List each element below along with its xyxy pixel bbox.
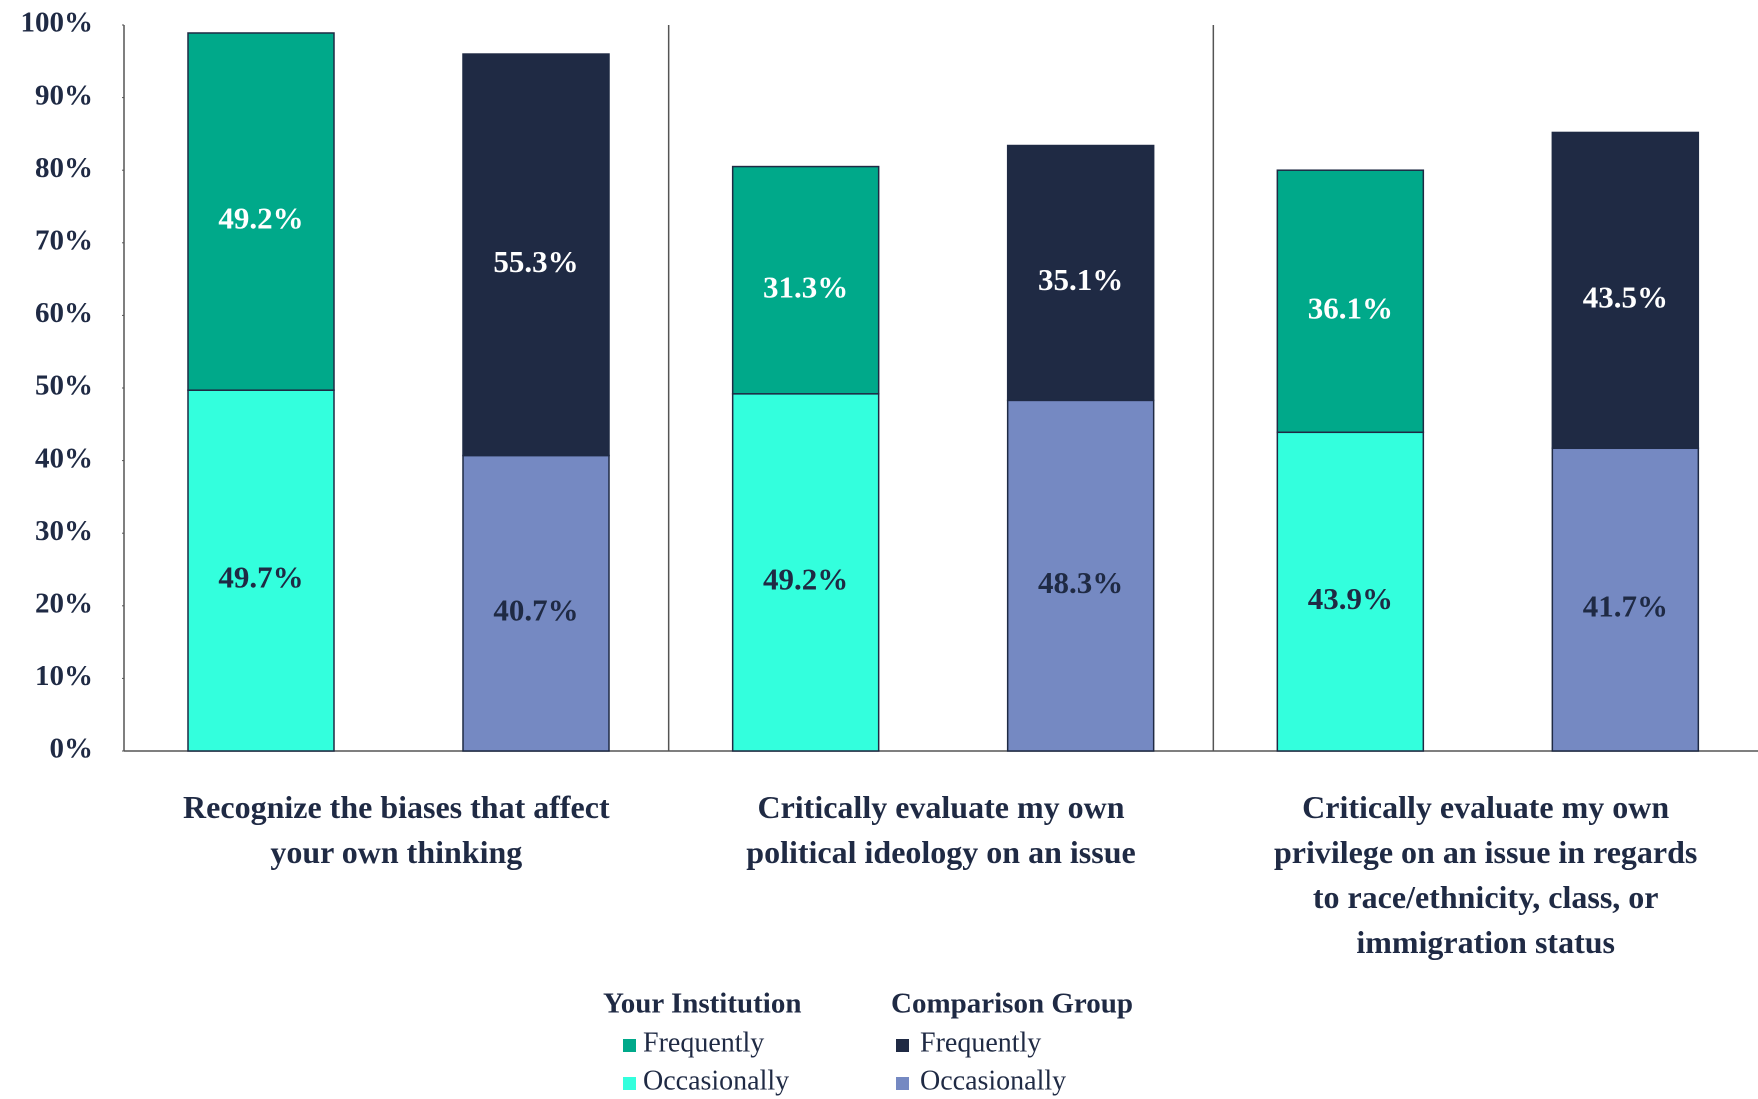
value-label: 43.5% <box>1583 279 1668 314</box>
legend-group-title: Your Institution <box>603 988 802 1020</box>
legend-label: Occasionally <box>920 1065 1066 1096</box>
y-tick-label: 90% <box>35 79 93 111</box>
value-label: 41.7% <box>1583 589 1668 624</box>
value-label: 43.9% <box>1308 581 1393 616</box>
legend-swatch <box>896 1039 909 1052</box>
bar-segment <box>1006 144 1155 402</box>
legend-swatch <box>623 1039 636 1052</box>
y-tick-label: 100% <box>21 7 94 39</box>
bar-segment <box>1551 447 1700 752</box>
value-label: 40.7% <box>493 592 578 627</box>
bar-segment <box>1551 131 1700 450</box>
y-tick-label: 10% <box>35 660 93 692</box>
value-label: 49.2% <box>763 562 848 597</box>
bar-segment <box>731 165 880 395</box>
legend-group-title: Comparison Group <box>891 988 1133 1020</box>
y-tick-label: 20% <box>35 587 93 619</box>
legend-label: Frequently <box>643 1027 764 1058</box>
category-label: Critically evaluate my own political ide… <box>746 789 1136 870</box>
y-tick-label: 70% <box>35 224 93 256</box>
y-tick-label: 60% <box>35 297 93 329</box>
value-label: 49.7% <box>218 560 303 595</box>
value-label: 55.3% <box>493 244 578 279</box>
bar-segment <box>187 32 335 391</box>
bar-segment <box>731 393 880 752</box>
value-label: 35.1% <box>1038 262 1123 297</box>
bar-segment <box>462 53 610 457</box>
value-label: 31.3% <box>763 269 848 304</box>
value-label: 36.1% <box>1308 290 1393 325</box>
y-tick-label: 30% <box>35 515 93 547</box>
bar-segment <box>187 389 335 752</box>
legend-label: Frequently <box>920 1027 1041 1058</box>
bar-segment <box>1006 399 1155 752</box>
y-tick-label: 50% <box>35 370 93 402</box>
y-tick-label: 80% <box>35 152 93 184</box>
legend-swatch <box>896 1077 909 1090</box>
bar-segment <box>1276 431 1425 752</box>
bar-segment <box>462 454 610 752</box>
value-label: 49.2% <box>218 201 303 236</box>
category-label: Critically evaluate my own privilege on … <box>1273 789 1698 960</box>
legend-label: Occasionally <box>643 1065 789 1096</box>
y-tick-label: 0% <box>50 733 94 765</box>
legend-swatch <box>623 1077 636 1090</box>
value-label: 48.3% <box>1038 565 1123 600</box>
bar-segment <box>1276 169 1425 434</box>
y-tick-label: 40% <box>35 442 93 474</box>
category-label: Recognize the biases that affect your ow… <box>183 789 610 870</box>
